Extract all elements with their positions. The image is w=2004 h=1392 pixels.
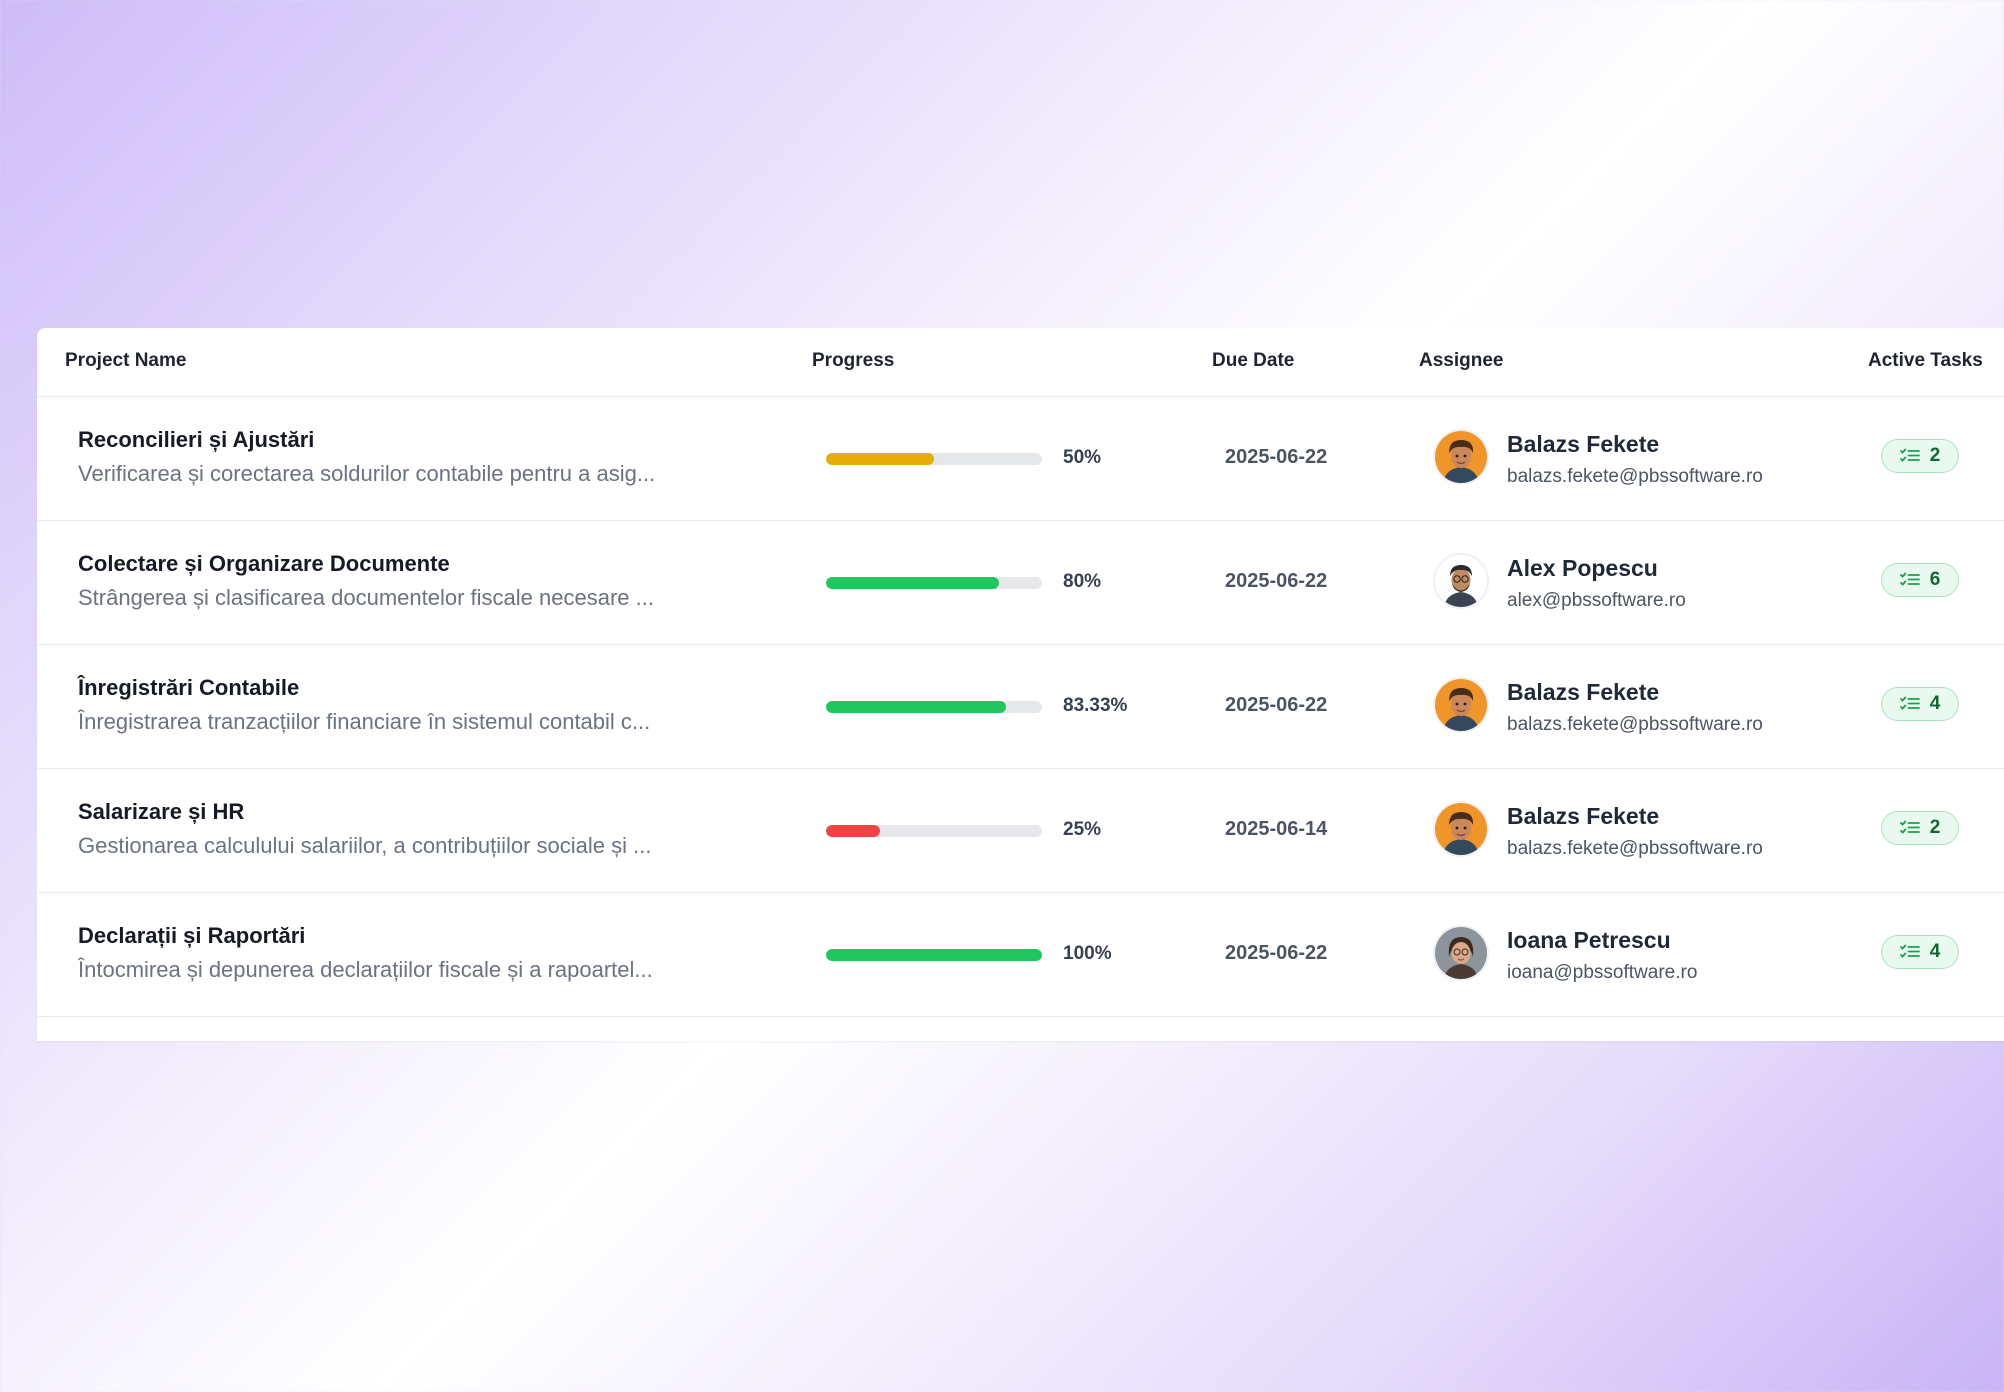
progress-percent: 100% [1063,943,1112,964]
avatar[interactable] [1433,553,1489,609]
assignee-email: ioana@pbssoftware.ro [1507,962,1698,983]
progress-bar-fill [826,701,1006,713]
column-header-assignee[interactable]: Assignee [1419,350,1504,371]
project-description: Întocmirea și depunerea declarațiilor fi… [78,957,653,982]
assignee-name: Balazs Fekete [1507,679,1660,705]
due-date: 2025-06-22 [1225,694,1328,716]
project-title[interactable]: Colectare și Organizare Documente [78,551,450,576]
avatar[interactable] [1433,925,1489,981]
avatar[interactable] [1433,429,1489,485]
project-description: Înregistrarea tranzacțiilor financiare î… [78,709,651,734]
assignee-email: alex@pbssoftware.ro [1507,590,1686,611]
due-date: 2025-06-22 [1225,446,1328,468]
project-description: Strângerea și clasificarea documentelor … [78,585,654,610]
progress-bar-fill [826,825,880,837]
checklist-icon [1899,944,1920,960]
table-header: Project Name Progress Due Date Assignee … [37,328,2004,397]
table-body: Reconcilieri și Ajustări Verificarea și … [37,397,2004,1017]
project-title[interactable]: Înregistrări Contabile [78,675,300,700]
table-row[interactable]: Declarații și Raportări Întocmirea și de… [37,893,2004,1017]
project-title[interactable]: Reconcilieri și Ajustări [78,427,315,452]
project-description: Verificarea și corectarea soldurilor con… [78,461,656,486]
avatar[interactable] [1433,801,1489,857]
assignee-email: balazs.fekete@pbssoftware.ro [1507,838,1763,859]
active-tasks-count: 2 [1929,817,1941,838]
active-tasks-badge[interactable]: 4 [1881,935,1959,969]
checklist-icon [1899,820,1920,836]
active-tasks-badge[interactable]: 6 [1881,563,1959,597]
progress-bar-fill [826,453,934,465]
progress-bar [826,949,1042,961]
progress-bar [826,825,1042,837]
assignee-email: balazs.fekete@pbssoftware.ro [1507,466,1763,487]
progress-bar [826,453,1042,465]
assignee-name: Ioana Petrescu [1507,927,1671,953]
avatar[interactable] [1433,677,1489,733]
due-date: 2025-06-14 [1225,818,1328,840]
progress-percent: 25% [1063,819,1102,840]
column-header-progress[interactable]: Progress [812,350,895,371]
due-date: 2025-06-22 [1225,942,1328,964]
active-tasks-count: 4 [1929,693,1941,714]
active-tasks-badge[interactable]: 4 [1881,687,1959,721]
table-row[interactable]: Înregistrări Contabile Înregistrarea tra… [37,645,2004,769]
column-header-due-date[interactable]: Due Date [1212,350,1295,371]
progress-percent: 50% [1063,447,1102,468]
active-tasks-count: 4 [1929,941,1941,962]
progress-bar [826,701,1042,713]
progress-percent: 83.33% [1063,695,1128,716]
assignee-name: Balazs Fekete [1507,431,1660,457]
column-header-active-tasks[interactable]: Active Tasks [1868,350,1983,371]
column-header-project-name[interactable]: Project Name [65,350,187,371]
checklist-icon [1899,448,1920,464]
table-row[interactable]: Reconcilieri și Ajustări Verificarea și … [37,397,2004,521]
assignee-name: Alex Popescu [1507,555,1658,581]
assignee-email: balazs.fekete@pbssoftware.ro [1507,714,1763,735]
active-tasks-count: 2 [1929,445,1941,466]
project-title[interactable]: Salarizare și HR [78,799,245,824]
table-row[interactable]: Colectare și Organizare Documente Strâng… [37,521,2004,645]
due-date: 2025-06-22 [1225,570,1328,592]
active-tasks-badge[interactable]: 2 [1881,811,1959,845]
assignee-name: Balazs Fekete [1507,803,1660,829]
active-tasks-count: 6 [1929,569,1941,590]
table-row[interactable]: Salarizare și HR Gestionarea calculului … [37,769,2004,893]
progress-percent: 80% [1063,571,1102,592]
progress-bar [826,577,1042,589]
progress-bar-fill [826,577,999,589]
checklist-icon [1899,696,1920,712]
active-tasks-badge[interactable]: 2 [1881,439,1959,473]
projects-table: Project Name Progress Due Date Assignee … [37,328,2004,1041]
progress-bar-fill [826,949,1042,961]
project-title[interactable]: Declarații și Raportări [78,923,306,948]
project-description: Gestionarea calculului salariilor, a con… [78,833,652,858]
checklist-icon [1899,572,1920,588]
